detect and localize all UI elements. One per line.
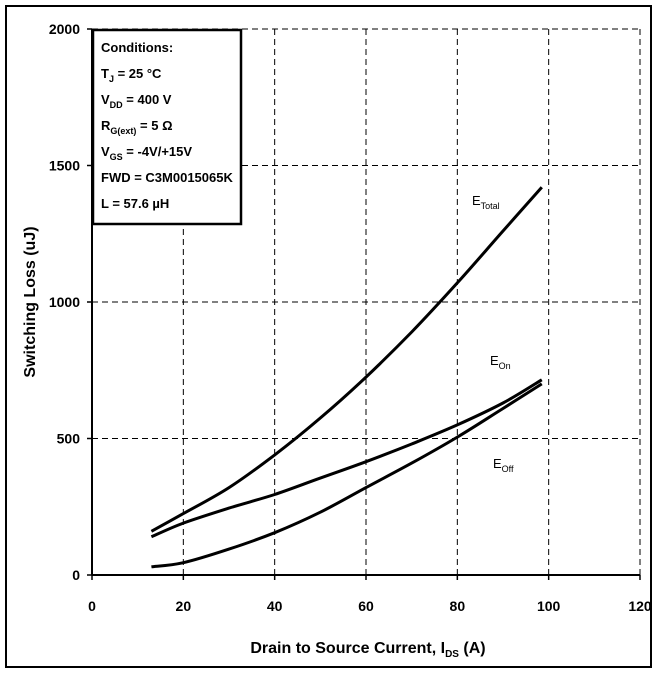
y-tick-label: 1500 <box>49 158 80 174</box>
conditions-line: VGS = -4V/+15V <box>101 144 192 162</box>
series-label-total: ETotal <box>472 193 500 211</box>
y-tick-label: 2000 <box>49 21 80 37</box>
conditions-line: L = 57.6 µH <box>101 196 169 211</box>
x-tick-label: 80 <box>450 598 466 614</box>
x-tick-label: 100 <box>537 598 561 614</box>
conditions-line: VDD = 400 V <box>101 92 172 110</box>
x-axis-title: Drain to Source Current, IDS (A) <box>250 640 485 660</box>
series-line-on <box>150 378 543 539</box>
series-line-off <box>151 382 543 569</box>
series-label-on: EOn <box>490 353 511 371</box>
y-axis-title: Switching Loss (uJ) <box>22 226 39 377</box>
y-tick-label: 1000 <box>49 294 80 310</box>
series-label-off: EOff <box>493 456 514 474</box>
x-tick-label: 40 <box>267 598 283 614</box>
x-tick-label: 120 <box>628 598 652 614</box>
conditions-line: TJ = 25 °C <box>101 66 162 84</box>
y-tick-label: 0 <box>72 567 80 583</box>
y-tick-label: 500 <box>57 431 81 447</box>
conditions-box <box>91 28 243 226</box>
x-tick-label: 60 <box>358 598 374 614</box>
conditions-line: FWD = C3M0015065K <box>101 170 233 185</box>
conditions-title: Conditions: <box>101 40 173 55</box>
x-tick-label: 20 <box>176 598 192 614</box>
conditions-line: RG(ext) = 5 Ω <box>101 118 173 136</box>
x-tick-label: 0 <box>88 598 96 614</box>
series-line-total <box>150 186 543 533</box>
